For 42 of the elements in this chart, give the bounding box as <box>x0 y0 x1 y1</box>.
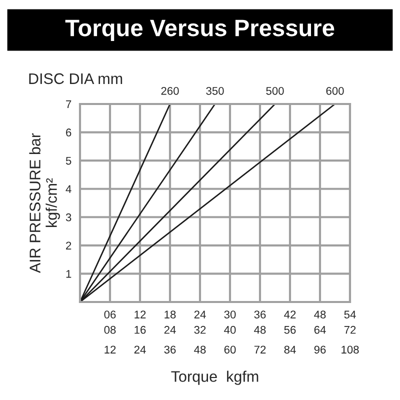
x-tick-label: 06 <box>104 310 116 318</box>
series-label: 260 <box>161 86 179 95</box>
y-tick-label: 1 <box>66 270 72 278</box>
x-tick-label: 12 <box>134 310 146 318</box>
x2-tick-label: 16 <box>134 326 146 334</box>
x-tick-label: 48 <box>314 310 326 318</box>
y-tick-label: 5 <box>66 156 72 165</box>
x-tick-label: 36 <box>254 310 266 318</box>
text: 60 <box>224 346 236 354</box>
y-tick-label: 3 <box>66 213 72 222</box>
chart-title: Torque Versus Pressure <box>65 20 334 42</box>
y-tick-label: 7 <box>66 100 72 108</box>
x2-tick-label: 24 <box>164 326 176 334</box>
x-tick-label: 54 <box>344 310 356 318</box>
y-tick-label: 2 <box>66 242 72 250</box>
x2-tick-label: 48 <box>254 326 266 334</box>
series-label: 500 <box>266 86 284 95</box>
text: 84 <box>284 346 296 354</box>
series-label: 350 <box>206 86 224 95</box>
x2-tick-label: 64 <box>314 326 326 334</box>
x2-tick-label: 56 <box>284 326 296 334</box>
text: 96 <box>314 346 326 354</box>
series-label: 600 <box>326 86 344 95</box>
text: 36 <box>164 346 176 354</box>
x-tick-label: 42 <box>284 310 296 318</box>
text: 12 <box>104 346 116 354</box>
x-tick-label: 24 <box>194 310 206 318</box>
x2-tick-label: 40 <box>224 326 236 334</box>
x2-tick-label: 08 <box>104 326 116 334</box>
text: 108 <box>342 346 359 354</box>
x2-tick-label: 32 <box>194 326 206 334</box>
x2-tick-label: 72 <box>344 326 356 334</box>
text: 48 <box>194 346 206 354</box>
y-tick-label: 6 <box>66 128 72 136</box>
y-axis-title: AIR PRESSURE bar kgf/cm² <box>29 133 60 274</box>
x-tick-label: 30 <box>224 310 236 318</box>
x-tick-label: 18 <box>164 310 176 318</box>
x-axis-title: Torque kgfm <box>171 370 258 385</box>
y-tick-label: 4 <box>66 185 72 193</box>
text: 72 <box>254 346 266 354</box>
legend-title: DISC DIA mm <box>29 73 122 84</box>
text: 24 <box>134 346 146 354</box>
